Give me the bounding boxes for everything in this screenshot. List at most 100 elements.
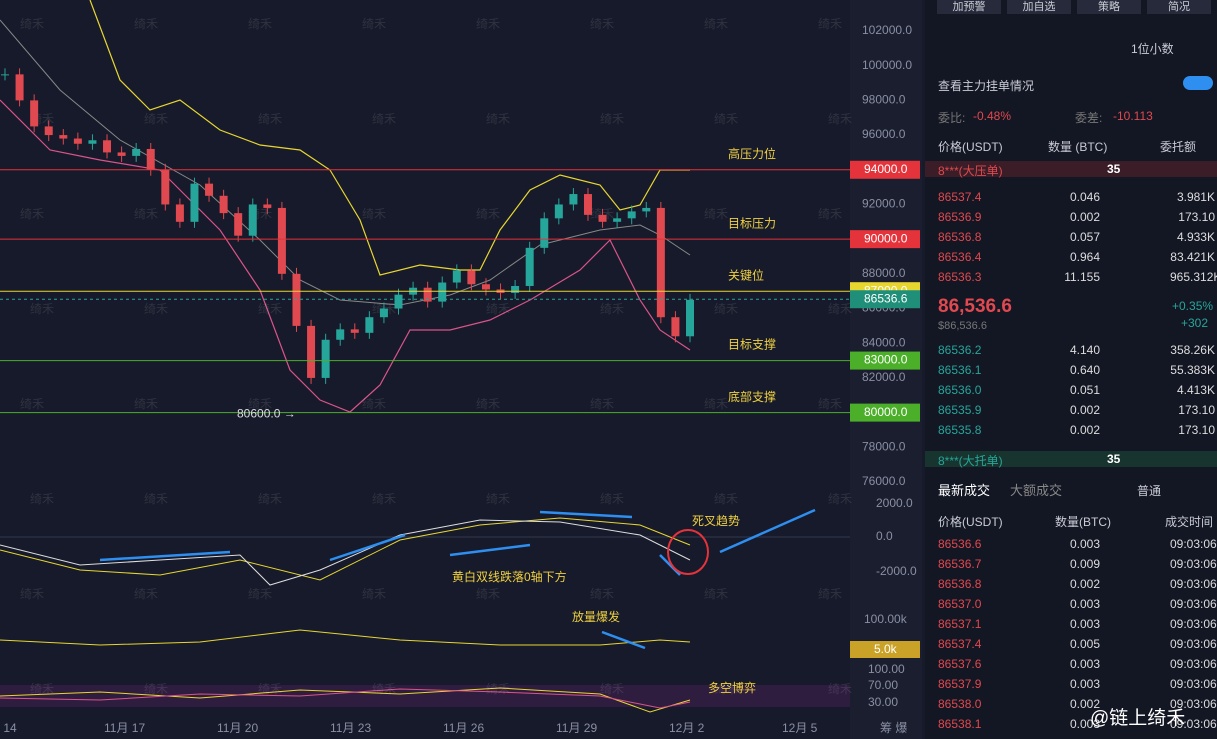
candle bbox=[598, 214, 607, 222]
button[interactable]: 加预警 bbox=[937, 0, 1001, 14]
decimals[interactable]: 1位小数 bbox=[1131, 42, 1174, 56]
book-header: 数量 (BTC) bbox=[1048, 140, 1108, 154]
bid-cell: 358.26K bbox=[1170, 343, 1215, 357]
candle bbox=[277, 207, 286, 274]
ask-cell: 3.981K bbox=[1176, 190, 1215, 204]
trade-cell: 86537.1 bbox=[938, 617, 982, 631]
ask-cell: 86536.9 bbox=[938, 210, 982, 224]
toggle[interactable] bbox=[1183, 76, 1213, 90]
trade-cell: 09:03:06 bbox=[1170, 717, 1217, 731]
watermark: 绮禾 bbox=[600, 112, 624, 126]
candle bbox=[642, 207, 651, 212]
candle bbox=[307, 325, 316, 378]
change: +302 bbox=[1181, 316, 1209, 330]
candle bbox=[481, 284, 490, 290]
watermark: 绮禾 bbox=[134, 17, 158, 31]
watermark: 绮禾 bbox=[372, 112, 396, 126]
candle bbox=[59, 135, 68, 139]
price-tick-label: 92000.0 bbox=[862, 197, 906, 211]
candle bbox=[423, 287, 432, 302]
price-tick-label: 98000.0 bbox=[862, 93, 906, 107]
watermark: 绮禾 bbox=[30, 682, 54, 696]
bid-cell: 173.10 bbox=[1178, 423, 1215, 437]
watermark: 绮禾 bbox=[714, 302, 738, 316]
watermark: 绮禾 bbox=[590, 207, 614, 221]
price-tick-label: 88000.0 bbox=[862, 266, 906, 280]
candle bbox=[511, 285, 520, 293]
trade-cell: 09:03:06 bbox=[1170, 597, 1217, 611]
macd-dea bbox=[0, 517, 691, 581]
trade-cell: 0.005 bbox=[1069, 637, 1100, 651]
watermark: 绮禾 bbox=[828, 302, 852, 316]
normal[interactable]: 普通 bbox=[1137, 484, 1162, 498]
vol-tick: 5.0k bbox=[874, 642, 898, 656]
macd-dif bbox=[0, 519, 691, 586]
date-label: 月 14 bbox=[0, 721, 17, 735]
watermark: 绮禾 bbox=[362, 207, 386, 221]
low-marker: 80600.0 → bbox=[237, 406, 296, 420]
watermark: 绮禾 bbox=[258, 302, 282, 316]
diff: -10.113 bbox=[1113, 109, 1153, 123]
level-tag-label: 83000.0 bbox=[864, 353, 908, 367]
trade-cell: 09:03:06 bbox=[1170, 577, 1217, 591]
bid-cell: 0.002 bbox=[1069, 403, 1100, 417]
trade-cell: 0.002 bbox=[1069, 577, 1100, 591]
trade-cell: 0.002 bbox=[1069, 697, 1100, 711]
price-tick-label: 82000.0 bbox=[862, 370, 906, 384]
level-tag bbox=[850, 403, 920, 422]
candle bbox=[350, 329, 359, 333]
watermark: 绮禾 bbox=[714, 492, 738, 506]
ask-cell: 0.002 bbox=[1069, 210, 1100, 224]
button[interactable]: 加自选 bbox=[1007, 0, 1071, 14]
tab[interactable]: 大额成交 bbox=[1010, 483, 1063, 498]
level-note: 目标支撑 bbox=[728, 337, 776, 352]
trade-cell: 86537.6 bbox=[938, 657, 982, 671]
ratio-label: 委比: bbox=[938, 111, 966, 125]
candle bbox=[117, 152, 126, 156]
watermark: 绮禾 bbox=[20, 397, 44, 411]
date-label: 11月 26 bbox=[443, 721, 484, 735]
level-tag bbox=[850, 230, 920, 249]
trade-header: 数量(BTC) bbox=[1055, 515, 1111, 529]
trade-cell: 0.003 bbox=[1069, 717, 1100, 731]
price-tick-label: 100000.0 bbox=[862, 58, 912, 72]
watermark: 绮禾 bbox=[134, 207, 158, 221]
big-bid: 8***(大托单) bbox=[938, 454, 1003, 468]
button[interactable]: 简况 bbox=[1147, 0, 1211, 14]
watermark: 绮禾 bbox=[828, 682, 852, 696]
watermark: 绮禾 bbox=[714, 682, 738, 696]
bid-cell: 0.002 bbox=[1069, 423, 1100, 437]
trade-cell: 86537.4 bbox=[938, 637, 982, 651]
watermark: 绮禾 bbox=[476, 17, 500, 31]
watermark: 绮禾 bbox=[20, 587, 44, 601]
candle bbox=[15, 74, 24, 101]
level-note: 底部支撑 bbox=[728, 389, 776, 404]
trade-cell: 86537.9 bbox=[938, 677, 982, 691]
candle bbox=[379, 308, 388, 318]
watermark: 绮禾 bbox=[486, 112, 510, 126]
date-label: 11月 17 bbox=[104, 721, 145, 735]
last: 86,536.6 bbox=[938, 296, 1012, 317]
bid-cell: 86535.9 bbox=[938, 403, 982, 417]
level-note: 高压力位 bbox=[728, 146, 776, 161]
ask-cell: 965.312K bbox=[1170, 270, 1217, 284]
trade-cell: 09:03:06 bbox=[1170, 617, 1217, 631]
candle bbox=[263, 204, 272, 208]
big-ask: 8***(大压单) bbox=[938, 164, 1003, 178]
watermark: 绮禾 bbox=[486, 682, 510, 696]
trade-cell: 86537.0 bbox=[938, 597, 982, 611]
date-label: 12月 2 bbox=[669, 721, 705, 735]
watermark: 绮禾 bbox=[258, 682, 282, 696]
ask-cell: 86537.4 bbox=[938, 190, 982, 204]
date-label: 11月 23 bbox=[330, 721, 371, 735]
date-label: 12月 5 bbox=[782, 721, 818, 735]
trade-cell: 09:03:06 bbox=[1170, 657, 1217, 671]
trade-cell: 0.009 bbox=[1069, 557, 1100, 571]
bid-cell: 173.10 bbox=[1178, 403, 1215, 417]
button[interactable]: 策略 bbox=[1077, 0, 1141, 14]
level-tag bbox=[850, 351, 920, 370]
trade-cell: 0.003 bbox=[1069, 617, 1100, 631]
tab[interactable]: 最新成交 bbox=[938, 483, 991, 498]
